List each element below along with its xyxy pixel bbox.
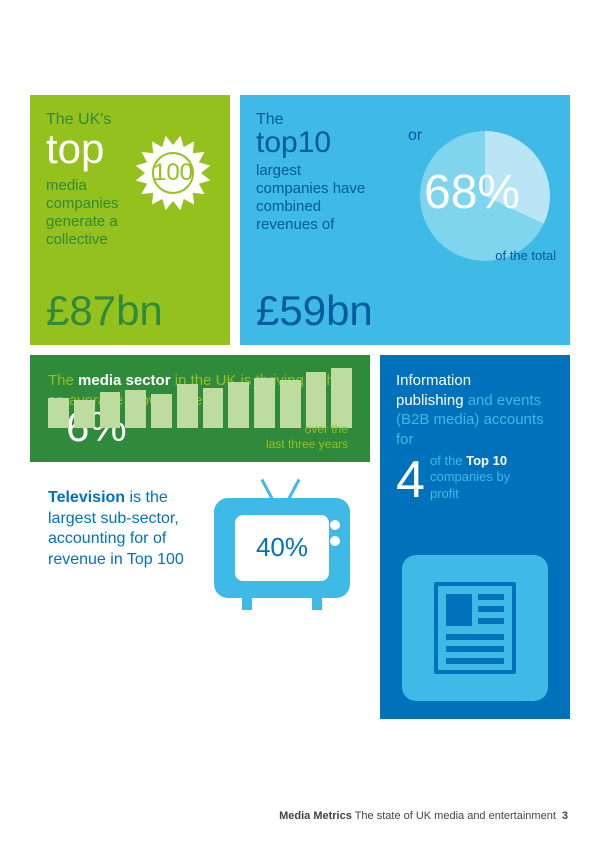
pie-or: or <box>408 127 422 145</box>
card-b2b: Information publishing and events (B2B m… <box>380 355 570 719</box>
card-growth: The media sector in the UK is thriving w… <box>30 355 370 462</box>
card-top100: The UK's top 100 media companies generat… <box>30 95 230 345</box>
card5-text: Television is the largest sub-sector, ac… <box>48 488 203 571</box>
card2-top10-b: 10 <box>298 126 331 159</box>
card4-number: 4 <box>396 450 425 510</box>
tv-antenna-1 <box>261 478 275 501</box>
tv-feet <box>242 598 322 610</box>
newspaper-lines-top <box>478 594 504 624</box>
newspaper-icon <box>402 555 548 701</box>
pie-percent: 68% <box>424 165 520 220</box>
footer-rest: The state of UK media and entertainment <box>352 810 556 822</box>
card3-over2: last three years <box>266 437 348 451</box>
card1-value: £87bn <box>46 287 163 335</box>
pie-of: of the total <box>495 248 556 263</box>
card4-l1a: Information <box>396 372 471 389</box>
card2-body: largest companies have combined revenues… <box>256 162 376 234</box>
rosette-badge: 100 <box>135 135 211 211</box>
card4-text: Information publishing and events (B2B m… <box>396 371 554 449</box>
card-television: Television is the largest sub-sector, ac… <box>30 472 370 654</box>
footer-bold: Media Metrics <box>279 810 352 822</box>
tv-screen: 40% <box>235 515 329 581</box>
growth-bars <box>48 368 352 428</box>
card1-body: media companies generate a collective <box>46 177 146 249</box>
page-footer: Media Metrics The state of UK media and … <box>279 810 568 822</box>
pie-chart: or 68% of the total <box>420 131 550 261</box>
card4-side-a: of the <box>430 453 466 468</box>
footer-page-number: 3 <box>562 810 568 822</box>
newspaper-sheet <box>434 582 516 674</box>
tv-knob-2 <box>330 536 340 546</box>
newspaper-lines-bottom <box>446 634 504 664</box>
tv-icon: 40% <box>214 498 350 598</box>
tv-percent: 40% <box>256 532 308 563</box>
card2-value: £59bn <box>256 287 373 335</box>
card4-side-b: Top 10 <box>466 453 507 468</box>
rosette-number: 100 <box>153 159 193 187</box>
card4-side-c: companies by profit <box>430 469 540 502</box>
card5-bold: Television <box>48 489 125 506</box>
card4-l1b: publishing <box>396 392 468 409</box>
card2-top10-a: top <box>256 126 298 159</box>
card3-over1: over the <box>305 422 348 436</box>
card-top10: The top10 largest companies have combine… <box>240 95 570 345</box>
tv-knob-1 <box>330 520 340 530</box>
card4-side: of the Top 10 companies by profit <box>430 453 540 502</box>
tv-antenna-2 <box>287 478 301 501</box>
